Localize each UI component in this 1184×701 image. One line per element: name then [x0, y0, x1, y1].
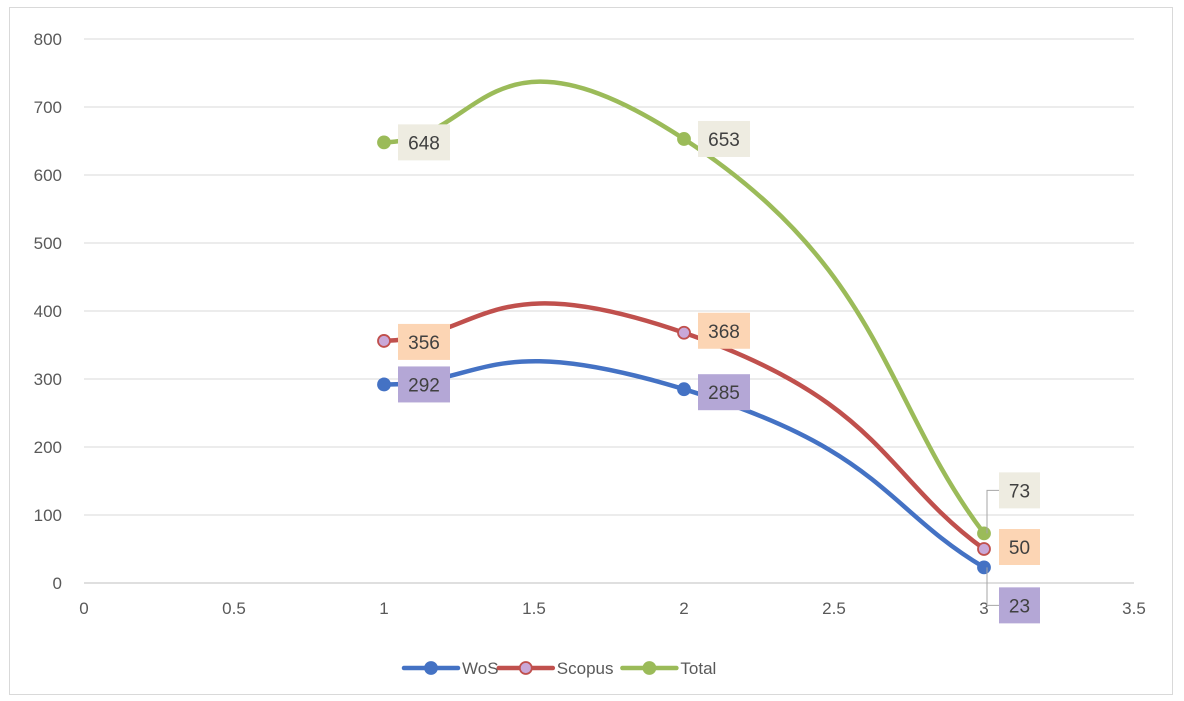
series-line-scopus — [381, 301, 987, 552]
legend-label-total: Total — [680, 659, 716, 678]
x-tick-label: 0 — [79, 599, 88, 618]
legend-marker-wos — [424, 661, 438, 675]
y-tick-label: 600 — [34, 166, 62, 185]
data-label-box-wos — [398, 366, 450, 403]
gridlines — [84, 38, 1134, 584]
data-label-scopus: 50 — [1009, 538, 1030, 559]
data-label-scopus: 356 — [408, 333, 440, 354]
x-tick-label: 2 — [679, 599, 688, 618]
marker-wos — [677, 382, 691, 397]
marker-scopus — [677, 325, 691, 340]
data-label-box-wos — [999, 587, 1040, 624]
data-label-total: 653 — [708, 130, 740, 151]
data-label-box-total — [398, 124, 450, 161]
legend: WoS Scopus Total — [401, 659, 716, 678]
data-label-total: 648 — [408, 133, 440, 154]
marker-wos — [977, 560, 991, 575]
legend-label-wos: WoS — [462, 659, 499, 678]
data-label-wos: 23 — [1009, 596, 1030, 617]
data-label-box-total — [999, 472, 1040, 509]
marker-scopus — [977, 542, 991, 556]
y-tick-label: 200 — [34, 438, 62, 457]
y-tick-label: 500 — [34, 234, 62, 253]
y-tick-label: 800 — [34, 30, 62, 49]
y-tick-label: 700 — [34, 98, 62, 117]
chart-frame — [9, 7, 1173, 695]
x-tick-label: 2.5 — [822, 599, 846, 618]
x-tick-label: 1 — [379, 599, 388, 618]
marker-total — [977, 526, 991, 541]
legend-marker-scopus — [518, 661, 533, 675]
data-label-wos: 292 — [408, 375, 440, 396]
x-tick-label: 3 — [979, 599, 988, 618]
y-tick-label: 300 — [34, 370, 62, 389]
data-label-leader — [986, 567, 999, 606]
y-tick-label: 0 — [53, 574, 62, 593]
x-tick-label: 1.5 — [522, 599, 546, 618]
y-tick-label: 100 — [34, 506, 62, 525]
legend-marker-total — [642, 661, 657, 675]
x-tick-label: 3.5 — [1122, 599, 1146, 618]
x-tick-label: 0.5 — [222, 599, 246, 618]
data-label-box-scopus — [698, 312, 750, 349]
data-label-total: 73 — [1009, 481, 1030, 502]
data-label-scopus: 368 — [708, 322, 740, 343]
data-label-wos: 285 — [708, 383, 740, 404]
data-label-box-scopus — [398, 323, 450, 360]
x-axis-ticks: 0 0.5 1 1.5 2 2.5 3 3.5 — [79, 599, 1146, 618]
data-label-box-scopus — [999, 529, 1040, 565]
marker-wos — [377, 377, 391, 392]
marker-scopus — [377, 334, 391, 348]
data-label-leader — [986, 489, 999, 534]
series-lines — [381, 79, 987, 570]
series-markers — [377, 132, 991, 575]
y-axis-ticks: 0 100 200 300 400 500 600 700 800 — [34, 30, 62, 593]
marker-total — [677, 132, 691, 146]
y-tick-label: 400 — [34, 302, 62, 321]
marker-total — [377, 135, 391, 150]
legend-label-scopus: Scopus — [557, 659, 614, 678]
data-label-box-wos — [698, 374, 750, 411]
data-label-box-total — [698, 120, 750, 157]
